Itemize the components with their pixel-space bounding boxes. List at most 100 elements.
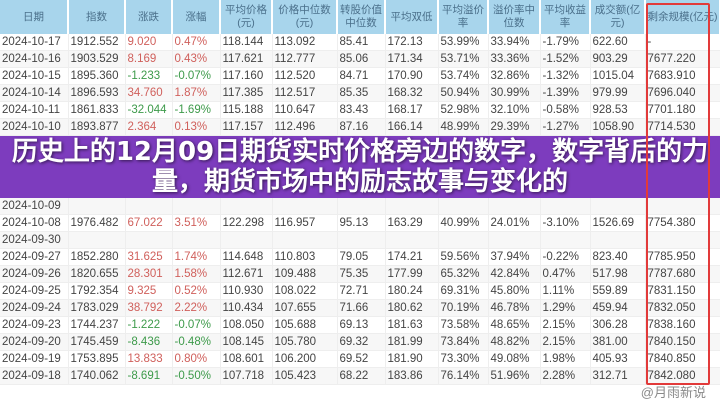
table-cell [385,231,439,249]
table-cell: 70.19% [438,299,489,317]
table-cell: 2024-10-17 [0,34,69,51]
table-cell: 65.32% [438,265,489,283]
table-cell: 73.58% [438,316,489,334]
table-cell: 7696.040 [645,84,720,102]
table-cell [220,198,273,215]
table-cell: 114.648 [220,248,273,266]
table-cell: 180.24 [385,282,439,300]
table-cell [337,198,386,215]
table-cell: -0.07% [172,316,221,334]
table-cell: 117.621 [220,50,273,68]
table-cell: 85.06 [337,50,386,68]
table-cell: 72.71 [337,282,386,300]
column-header: 日期 [0,0,69,34]
table-cell: 113.092 [272,34,338,51]
table-cell: -8.436 [125,333,173,351]
table-cell: 1.74% [172,248,221,266]
column-header: 平均双低 [385,0,439,34]
table-row: 2024-09-27 1852.280 31.625 1.74% 114.648 110.… [0,248,720,266]
table-cell: 7832.050 [645,299,720,317]
table-cell: 42.84% [488,265,541,283]
column-header: 成交额(亿元) [590,0,646,34]
table-cell: 181.99 [385,333,439,351]
table-cell: 2024-09-19 [0,350,69,368]
table-cell: 30.99% [488,84,541,102]
table-cell: -0.22% [540,248,591,266]
table-cell: 1861.833 [68,101,126,119]
table-cell: 79.05 [337,248,386,266]
table-cell: 52.98% [438,101,489,119]
table-cell: 979.99 [590,84,646,102]
table-cell: 1.58% [172,265,221,283]
table-cell [645,231,720,249]
table-cell: 110.647 [272,101,338,119]
table-cell [590,198,646,215]
table-row: 2024-09-19 1753.895 13.833 0.80% 108.601 106.… [0,350,720,368]
table-cell [438,231,489,249]
table-cell: 381.00 [590,333,646,351]
table-cell: -0.48% [172,333,221,351]
table-cell: 110.434 [220,299,273,317]
table-cell: 48.99% [438,118,489,136]
table-cell: 1893.877 [68,118,126,136]
table-cell: -1.27% [540,118,591,136]
table-cell [540,231,591,249]
table-cell: 2024-10-15 [0,67,69,85]
table-header: 日期 指数 涨跌 涨幅 平均价格(元) 价格中位数(元) 转股价值中位数 平均双低 平均溢价率溢… [0,0,720,34]
table-cell: 2024-10-14 [0,84,69,102]
table-cell: 1015.04 [590,67,646,85]
table-cell: 2024-10-11 [0,101,69,119]
table-cell: 53.99% [438,34,489,51]
table-cell: 405.93 [590,350,646,368]
table-cell: 108.145 [220,333,273,351]
table-cell: 112.496 [272,118,338,136]
table-cell: 48.65% [488,316,541,334]
table-cell: 71.66 [337,299,386,317]
table-cell: 49.08% [488,350,541,368]
table-cell: 7677.220 [645,50,720,68]
table-cell: 112.517 [272,84,338,102]
table-cell: 559.89 [590,282,646,300]
table-cell: 1820.655 [68,265,126,283]
table-cell [68,198,126,215]
table-cell: -0.58% [540,101,591,119]
table-cell: 312.71 [590,367,646,385]
table-cell: 117.157 [220,118,273,136]
table-cell: 50.94% [438,84,489,102]
table-cell: 69.32 [337,333,386,351]
table-cell: 7842.080 [645,367,720,385]
table-cell [272,198,338,215]
title-overlay: 历史上的12月09日期货实时价格旁边的数字，数字背后的力量，期货市场中的励志故事… [0,135,720,198]
table-cell: 7840.850 [645,350,720,368]
table-row: 2024-10-09 [0,198,720,215]
table-cell: 112.671 [220,265,273,283]
table-cell: 69.13 [337,316,386,334]
table-cell: 118.144 [220,34,273,51]
table-cell: 107.655 [272,299,338,317]
table-cell: 0.13% [172,118,221,136]
table-cell: 1903.529 [68,50,126,68]
table-cell: -1.222 [125,316,173,334]
table-cell: 168.32 [385,84,439,102]
table-cell: 2.28% [540,367,591,385]
table-cell: 1745.459 [68,333,126,351]
table-cell: 76.14% [438,367,489,385]
table-cell: 28.301 [125,265,173,283]
table-cell: -3.10% [540,214,591,232]
table-cell: 51.96% [488,367,541,385]
table-cell: 180.62 [385,299,439,317]
table-cell: 1.29% [540,299,591,317]
table-row: 2024-10-17 1912.552 9.020 0.47% 118.144 113.0… [0,34,720,51]
table-row: 2024-09-26 1820.655 28.301 1.58% 112.671 109.… [0,265,720,283]
table-cell: 0.43% [172,50,221,68]
table-cell: 174.21 [385,248,439,266]
column-header: 涨幅 [172,0,221,34]
table-cell: 177.99 [385,265,439,283]
table-cell: 903.29 [590,50,646,68]
table-cell: 1.98% [540,350,591,368]
table-cell: 105.780 [272,333,338,351]
table-cell: 32.86% [488,67,541,85]
table-cell: 1783.029 [68,299,126,317]
table-cell: 13.833 [125,350,173,368]
table-cell: 67.022 [125,214,173,232]
